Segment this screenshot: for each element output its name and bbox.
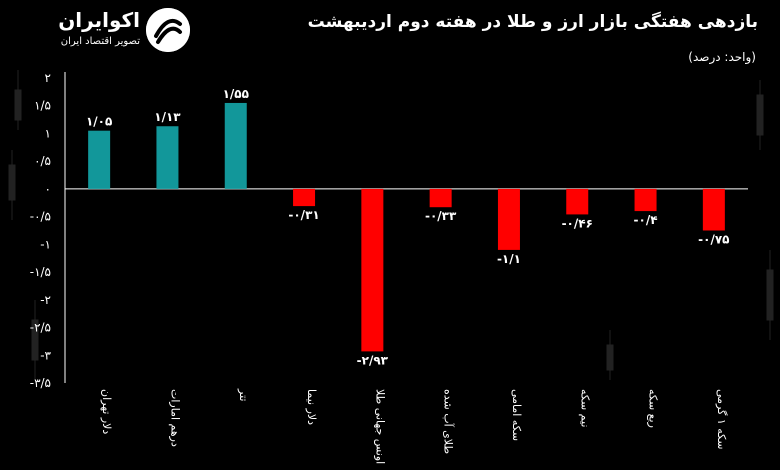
data-labels: ۱/۰۵ ۱/۱۳ ۱/۵۵ -۰/۳۱ -۲/۹۳ -۰/۳۳ -۱/۱ -۰/۴۶ -۰/۴…: [86, 87, 730, 367]
bar: [497, 188, 520, 250]
bar: [429, 188, 452, 208]
x-category-label: طلای آب شده: [442, 389, 456, 454]
data-label: ۱/۱۳: [154, 110, 181, 124]
data-label: -۲/۹۳: [357, 353, 389, 367]
bar: [88, 130, 111, 189]
chart-unit: (واحد: درصد): [688, 50, 756, 64]
data-label: -۰/۳۳: [425, 209, 457, 223]
data-label: -۰/۳۱: [288, 208, 319, 222]
data-label: -۰/۴: [634, 213, 658, 227]
ecoiran-logo-icon: [146, 8, 190, 52]
x-category-label: ربع سکه: [647, 389, 660, 428]
logo-tagline: تصویر اقتصاد ایران: [60, 36, 140, 47]
bar: [634, 188, 657, 212]
y-tick-label: ۱: [45, 126, 51, 140]
data-label: -۱/۱: [497, 252, 521, 266]
data-label: ۱/۵۵: [223, 87, 249, 101]
bar: [156, 126, 179, 189]
bar: [293, 188, 316, 207]
logo-name: اکوایران: [58, 8, 140, 32]
y-tick-label: ۲: [45, 71, 51, 85]
y-tick-label: -۲/۵: [30, 321, 51, 335]
bar: [566, 188, 589, 215]
x-category-label: سکه ۱ گرمی: [715, 389, 728, 449]
bars: [88, 102, 725, 352]
y-tick-label: ۱/۵: [34, 99, 51, 113]
y-tick-label: -۳/۵: [30, 376, 51, 390]
data-label: -۰/۴۶: [562, 216, 593, 230]
bar: [702, 188, 725, 231]
x-category-label: نیم سکه: [578, 389, 591, 427]
x-category-label: دلار نیما: [305, 389, 318, 425]
x-category-label: دلار تهران: [100, 389, 113, 434]
logo: اکوایران تصویر اقتصاد ایران: [18, 6, 193, 54]
y-tick-label: -۲: [40, 293, 51, 307]
y-tick-label: ۰/۵: [34, 154, 51, 168]
bar: [224, 102, 247, 189]
x-category-label: سکه امامی: [510, 389, 523, 441]
y-axis: ۲ ۱/۵ ۱ ۰/۵ ۰ -۰/۵ -۱ -۱/۵ -۲ -۲/۵ -۳ -۳/۵: [30, 71, 748, 390]
x-category-label: درهم امارات: [168, 389, 181, 447]
bar: [361, 188, 384, 352]
data-label: -۰/۷۵: [698, 233, 729, 247]
x-axis: دلار تهران درهم امارات تتر دلار نیما اونس جه…: [100, 388, 728, 464]
y-tick-label: -۱: [40, 237, 51, 251]
y-tick-label: ۰: [45, 182, 51, 196]
y-tick-label: -۳: [40, 348, 51, 362]
data-label: ۱/۰۵: [86, 115, 112, 129]
y-tick-label: -۱/۵: [30, 265, 51, 279]
chart-title: بازدهی هفتگی بازار ارز و طلا در هفته دوم…: [307, 12, 758, 32]
y-tick-label: -۰/۵: [30, 210, 51, 224]
x-category-label: اونس جهانی طلا: [373, 389, 386, 464]
x-category-label: تتر: [237, 388, 250, 401]
